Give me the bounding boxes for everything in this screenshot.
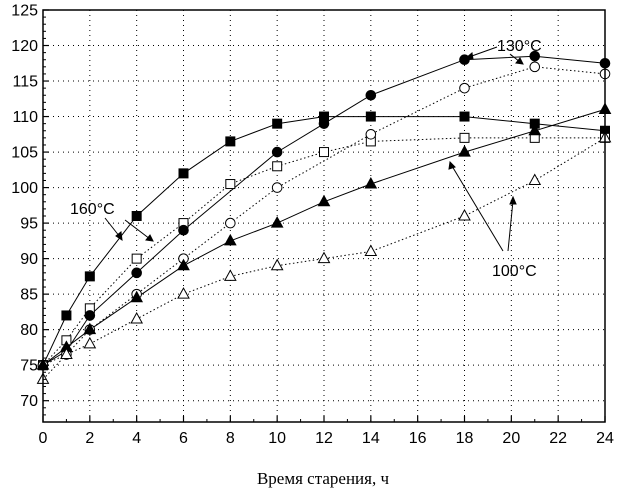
marker-triangle-open xyxy=(130,311,144,324)
marker-circle-filled xyxy=(131,267,142,279)
marker-square-filled xyxy=(178,168,189,179)
arrow-130c-a xyxy=(468,46,498,58)
series-line-square-filled xyxy=(42,116,606,366)
annotation-arrows xyxy=(104,46,524,252)
series-line-triangle-open xyxy=(42,137,606,380)
arrowhead-130c-a xyxy=(464,52,474,60)
marker-triangle-open xyxy=(458,208,471,221)
marker-circle-open xyxy=(459,82,470,94)
arrowhead-100c-b xyxy=(509,195,517,205)
marker-circle-open xyxy=(271,182,283,193)
tick-labels: 0 2 4 6 8 10 12 14 16 18 20 22 247075808590951001051… xyxy=(11,3,614,448)
marker-square-filled xyxy=(272,118,283,129)
marker-square-open xyxy=(459,132,470,143)
arrowhead-100c-a xyxy=(448,160,456,170)
arrowhead-160c-a xyxy=(115,231,123,242)
marker-triangle-open xyxy=(60,347,73,360)
marker-triangle-filled xyxy=(364,176,378,189)
x-tick-label: 12 xyxy=(315,430,333,447)
x-tick-label: 6 xyxy=(179,430,188,447)
arrow-100c-a xyxy=(451,165,504,252)
marker-triangle-filled xyxy=(458,145,471,157)
x-tick-label: 10 xyxy=(268,430,286,447)
x-tick-label: 0 xyxy=(39,430,48,447)
marker-triangle-filled xyxy=(177,258,190,271)
x-axis-title: Время старения, ч xyxy=(257,469,389,488)
marker-square-filled xyxy=(225,136,236,147)
y-tick-label: 125 xyxy=(11,3,38,20)
y-tick-label: 75 xyxy=(20,358,38,375)
x-tick-label: 18 xyxy=(456,430,474,447)
marker-square-filled xyxy=(365,111,376,122)
y-tick-label: 110 xyxy=(12,109,38,126)
marker-square-filled xyxy=(84,271,95,282)
marker-triangle-open xyxy=(364,244,378,257)
marker-square-open xyxy=(131,253,142,264)
y-tick-label: 115 xyxy=(12,74,38,91)
ticks xyxy=(42,9,606,423)
marker-circle-filled xyxy=(178,224,189,236)
arrowhead-160c-b xyxy=(145,234,154,242)
x-tick-label: 22 xyxy=(549,430,567,447)
marker-triangle-filled xyxy=(528,123,542,136)
marker-square-open xyxy=(272,161,283,172)
marker-triangle-open xyxy=(223,269,237,281)
annotation-130c: 130°C xyxy=(497,38,542,55)
marker-square-filled xyxy=(61,310,72,321)
marker-circle-filled xyxy=(529,50,541,62)
marker-triangle-open xyxy=(528,173,542,185)
marker-circle-open xyxy=(365,129,377,140)
marker-square-open xyxy=(225,179,236,190)
arrow-160c-b xyxy=(124,219,151,240)
marker-triangle-open xyxy=(177,287,190,299)
x-tick-label: 16 xyxy=(409,430,427,447)
marker-circle-open xyxy=(529,61,541,73)
marker-triangle-open xyxy=(83,336,97,349)
annotation-160c: 160°C xyxy=(70,201,115,218)
y-tick-label: 95 xyxy=(20,216,38,233)
y-tick-label: 85 xyxy=(20,287,38,304)
arrow-160c-a xyxy=(104,217,121,238)
annotation-100c: 100°C xyxy=(492,263,537,280)
arrow-100c-b xyxy=(507,200,514,252)
marker-triangle-open xyxy=(270,258,284,271)
marker-triangle-filled xyxy=(83,322,97,335)
y-tick-label: 90 xyxy=(20,251,38,268)
arrowhead-130c-b xyxy=(515,57,524,65)
x-tick-label: 20 xyxy=(502,430,520,447)
x-tick-label: 4 xyxy=(132,430,141,447)
marker-triangle-filled xyxy=(130,290,144,303)
x-tick-label: 2 xyxy=(85,430,94,447)
grid xyxy=(43,10,605,422)
marker-triangle-filled xyxy=(223,233,237,246)
marker-triangle-filled xyxy=(270,216,284,228)
marker-triangle-open xyxy=(317,251,331,264)
marker-circle-filled xyxy=(365,89,377,101)
markers xyxy=(36,50,612,384)
series-line-square-open xyxy=(42,137,605,366)
y-tick-label: 80 xyxy=(20,322,38,339)
marker-square-filled xyxy=(131,211,142,221)
annotations: 130°C 160°C 100°C xyxy=(70,38,542,280)
marker-square-open xyxy=(319,147,329,158)
y-tick-label: 120 xyxy=(11,38,38,55)
x-tick-label: 8 xyxy=(226,430,235,447)
y-tick-label: 70 xyxy=(20,393,38,410)
marker-square-filled xyxy=(459,111,470,122)
marker-circle-filled xyxy=(318,118,330,129)
marker-circle-open xyxy=(225,217,236,229)
y-tick-label: 105 xyxy=(11,145,38,162)
marker-circle-filled xyxy=(84,310,96,321)
y-tick-label: 100 xyxy=(11,180,38,197)
marker-circle-filled xyxy=(271,146,283,158)
x-tick-label: 24 xyxy=(596,430,614,447)
x-tick-label: 14 xyxy=(362,430,380,447)
marker-triangle-filled xyxy=(317,194,331,207)
